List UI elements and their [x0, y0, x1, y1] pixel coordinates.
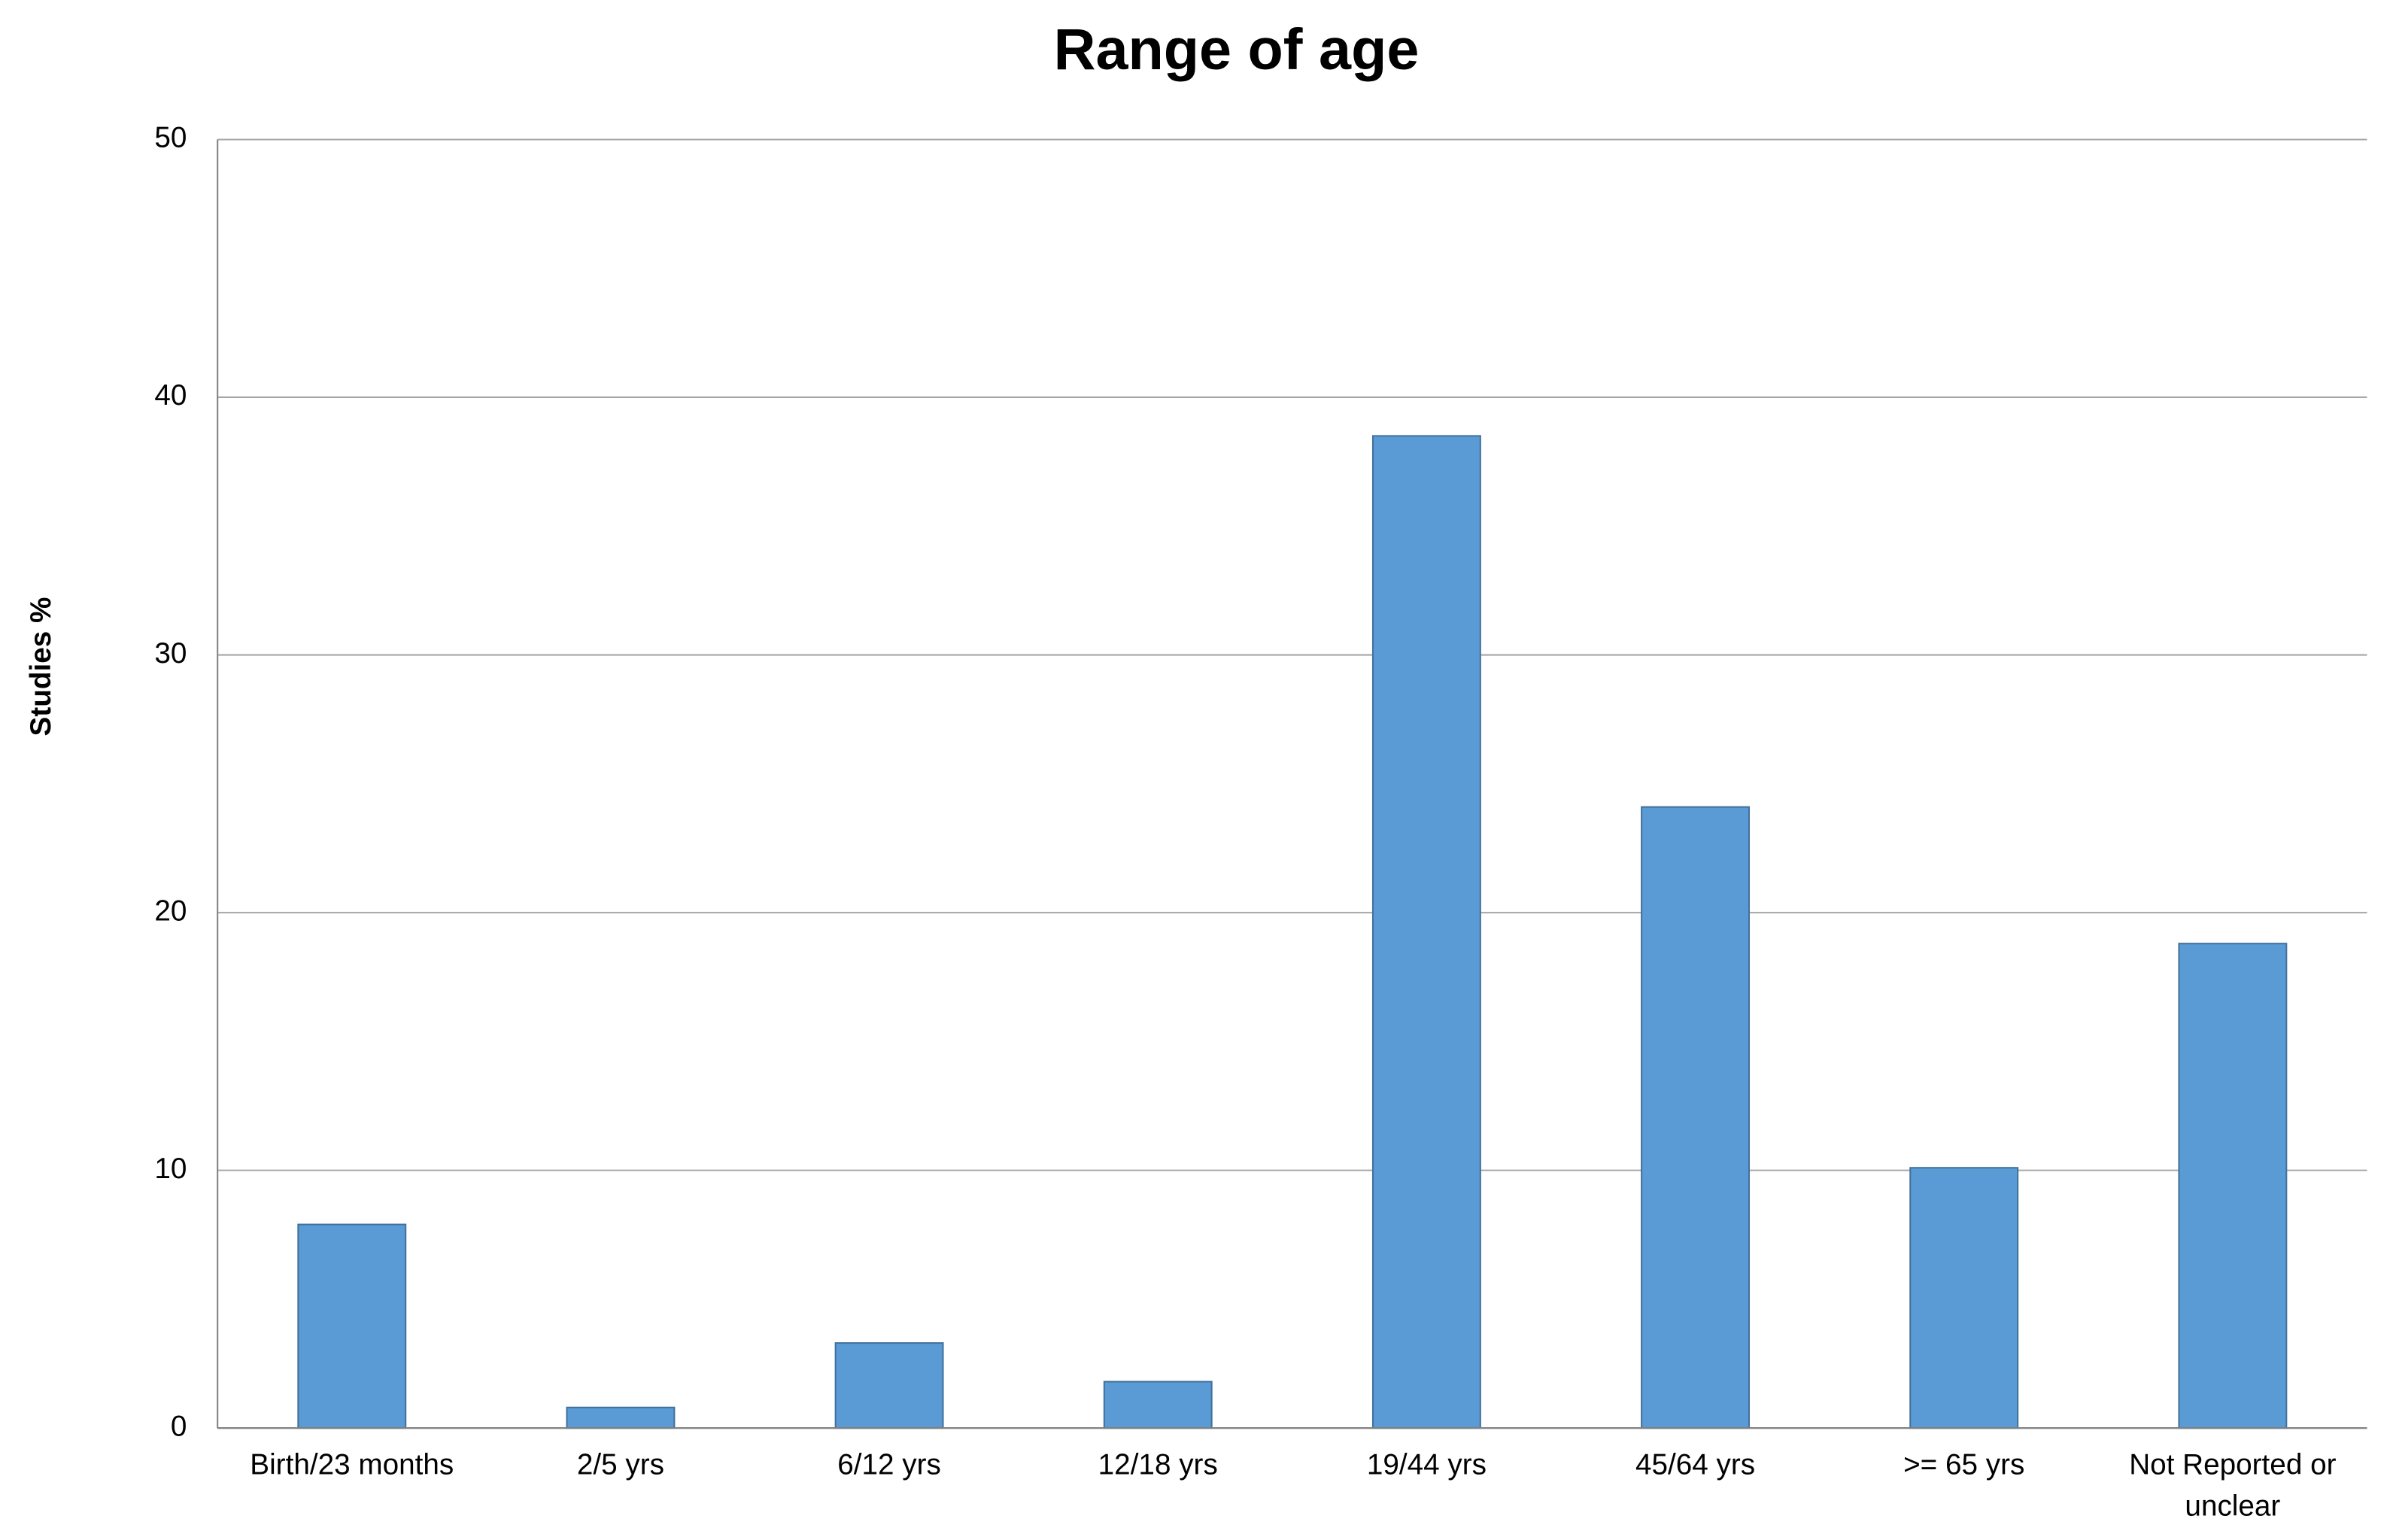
bar: [1371, 435, 1481, 1429]
x-tick-label: 2/5 yrs: [577, 1448, 664, 1481]
bar: [1909, 1167, 2019, 1429]
bar: [566, 1406, 676, 1429]
bar: [1103, 1381, 1213, 1429]
y-tick-label: 30: [154, 637, 187, 670]
chart-title: Range of age: [1054, 17, 1420, 82]
y-tick-label: 10: [154, 1153, 187, 1185]
bar: [1641, 806, 1751, 1429]
y-tick-label: 20: [154, 895, 187, 927]
x-tick-label: >= 65 yrs: [1903, 1448, 2024, 1481]
bar: [2178, 943, 2288, 1429]
y-tick-label: 0: [171, 1410, 187, 1442]
y-tick-label: 50: [154, 122, 187, 154]
x-tick-label: Not Reported or unclear: [2129, 1448, 2336, 1522]
bar: [297, 1223, 407, 1429]
y-axis-label: Studies %: [25, 597, 57, 737]
x-tick-label: Birth/23 months: [250, 1448, 454, 1481]
bar: [834, 1342, 944, 1429]
x-tick-label: 12/18 yrs: [1098, 1448, 1218, 1481]
x-tick-label: 6/12 yrs: [837, 1448, 941, 1481]
x-tick-label: 19/44 yrs: [1367, 1448, 1487, 1481]
x-tick-label: 45/64 yrs: [1635, 1448, 1755, 1481]
y-tick-label: 40: [154, 379, 187, 412]
